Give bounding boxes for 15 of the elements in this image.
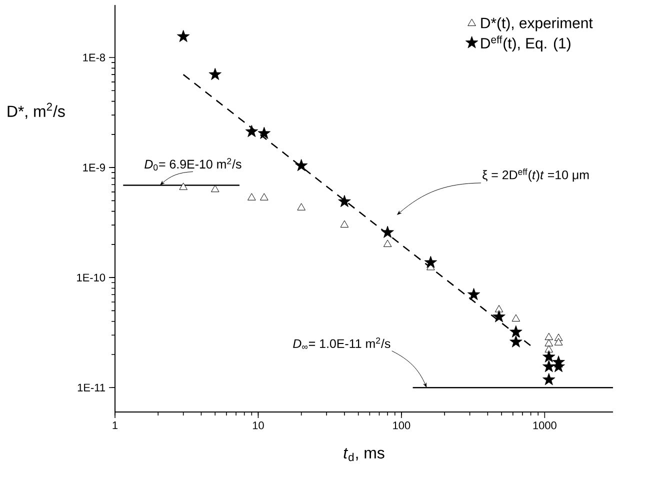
annotation: D$_{0}$= 6.9E-10 m$^{2}$/s: [144, 158, 242, 171]
y-tick-label: 1E-8: [83, 54, 106, 62]
y-tick-label: 1E-9: [83, 164, 105, 172]
x-tick-label: 100: [393, 422, 410, 430]
y-tick-label: 1E-11: [78, 384, 105, 392]
legend-label: D*(t), experiment: [481, 17, 593, 32]
annotation: D$_{∞}$= 1.0E-11 m$^{2}$/s: [293, 337, 390, 349]
x-tick-label: 1: [112, 422, 118, 430]
x-tick-label: 1000: [533, 422, 556, 430]
y-tick-label: 1E-10: [77, 274, 106, 282]
x-axis-title: t$_{d}$, ms: [344, 448, 384, 462]
x-tick-label: 10: [252, 422, 264, 430]
legend-label: D$^{eff}$(t), Eq. (1): [481, 36, 570, 52]
y-axis-title: D*, m$^{2}$/s: [8, 102, 65, 119]
annotation: ξ = 2D$^{eff}$(t)t =10 μm: [482, 168, 589, 182]
